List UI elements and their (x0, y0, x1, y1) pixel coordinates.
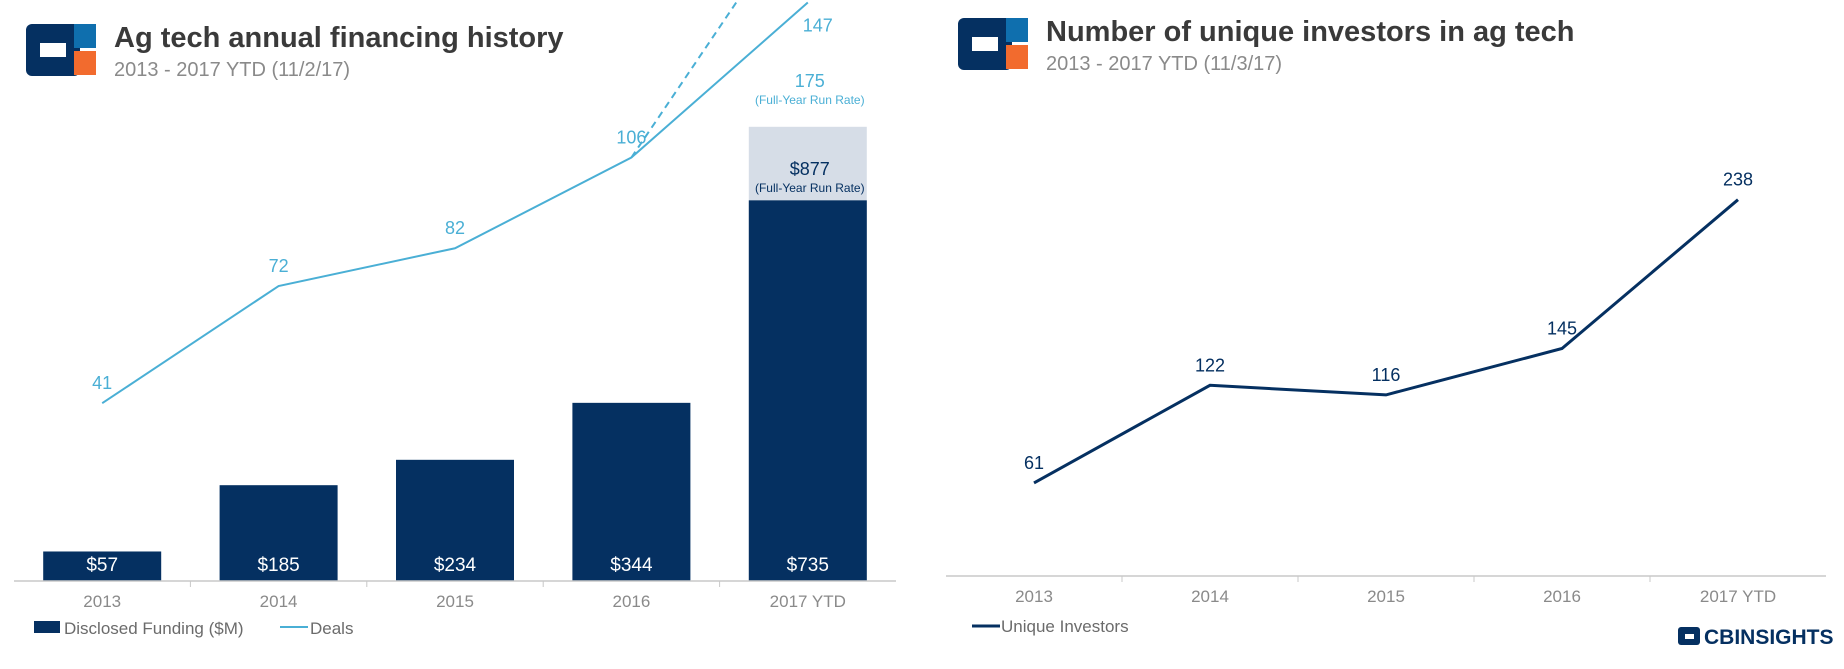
deals-data-label: 72 (269, 256, 289, 276)
left-chart: Ag tech annual financing history 2013 - … (14, 0, 896, 638)
funding-bar-label: $57 (86, 555, 118, 576)
funding-bar-label: $234 (434, 555, 477, 576)
x-tick-label: 2017 YTD (770, 592, 846, 611)
x-tick-label: 2014 (1191, 587, 1229, 606)
investors-data-label: 238 (1723, 170, 1753, 190)
run-rate-deals-note: (Full-Year Run Rate) (755, 93, 865, 107)
deals-data-label: 147 (803, 16, 833, 36)
logo-orange-block (74, 51, 96, 75)
funding-bar-label: $344 (610, 555, 653, 576)
right-chart: Number of unique investors in ag tech 20… (946, 16, 1834, 649)
x-tick-label: 2015 (1367, 587, 1405, 606)
logo-white-notch (972, 37, 998, 51)
x-tick-label: 2016 (612, 592, 650, 611)
left-chart-title: Ag tech annual financing history (114, 22, 564, 54)
run-rate-deals-label: 175 (795, 71, 825, 91)
logo-white-notch (40, 43, 66, 57)
investors-data-label: 145 (1547, 319, 1577, 339)
legend-funding-label: Disclosed Funding ($M) (64, 619, 244, 638)
funding-bar (219, 485, 338, 581)
left-legend: Disclosed Funding ($M) Deals (34, 619, 353, 638)
x-tick-label: 2014 (260, 592, 298, 611)
unique-investors-line (1033, 198, 1739, 485)
right-chart-title: Number of unique investors in ag tech (1046, 16, 1575, 48)
run-rate-funding-note: (Full-Year Run Rate) (755, 181, 865, 195)
brand-wordmark: CBINSIGHTS (1704, 626, 1834, 649)
legend-funding-swatch (34, 621, 60, 633)
left-plot-area: 2013 2014 2015 2016 2017 YTD 41 72 82 106 147 $5… (14, 0, 896, 611)
deals-data-label: 41 (92, 373, 112, 393)
right-legend: Unique Investors (972, 617, 1129, 636)
funding-bar (396, 459, 514, 581)
left-chart-subtitle: 2013 - 2017 YTD (11/2/17) (114, 59, 350, 81)
funding-bar (43, 551, 162, 581)
funding-bar (572, 402, 691, 581)
deals-data-label: 82 (445, 218, 465, 238)
deals-data-label: 106 (616, 128, 646, 148)
logo-blue-block (1006, 18, 1028, 42)
investors-data-label: 122 (1195, 355, 1225, 375)
x-tick-label: 2016 (1543, 587, 1581, 606)
deals-line (101, 1, 809, 405)
left-logo (26, 24, 96, 76)
legend-investors-label: Unique Investors (1001, 617, 1129, 636)
right-logo (958, 18, 1028, 70)
right-plot-area: 2013 2014 2015 2016 2017 YTD 61 122 116 145 238 (946, 170, 1826, 606)
deals-run-rate-dashed-line (630, 0, 740, 159)
x-tick-label: 2013 (83, 592, 121, 611)
logo-orange-block (1006, 45, 1028, 69)
right-chart-subtitle: 2013 - 2017 YTD (11/3/17) (1046, 53, 1282, 75)
investors-data-label: 116 (1372, 365, 1401, 385)
funding-bar-label: $185 (257, 555, 299, 576)
brand-logo-notch (1685, 634, 1694, 639)
x-tick-label: 2015 (436, 592, 474, 611)
funding-bar (748, 200, 867, 581)
run-rate-funding-label: $877 (790, 159, 830, 179)
cbinsights-brand: CBINSIGHTS (1678, 626, 1834, 649)
x-tick-label: 2013 (1015, 587, 1053, 606)
legend-deals-label: Deals (310, 619, 353, 638)
investors-data-label: 61 (1024, 453, 1044, 473)
funding-bar-label: $735 (787, 555, 829, 576)
logo-blue-block (74, 24, 96, 48)
x-tick-label: 2017 YTD (1700, 587, 1776, 606)
